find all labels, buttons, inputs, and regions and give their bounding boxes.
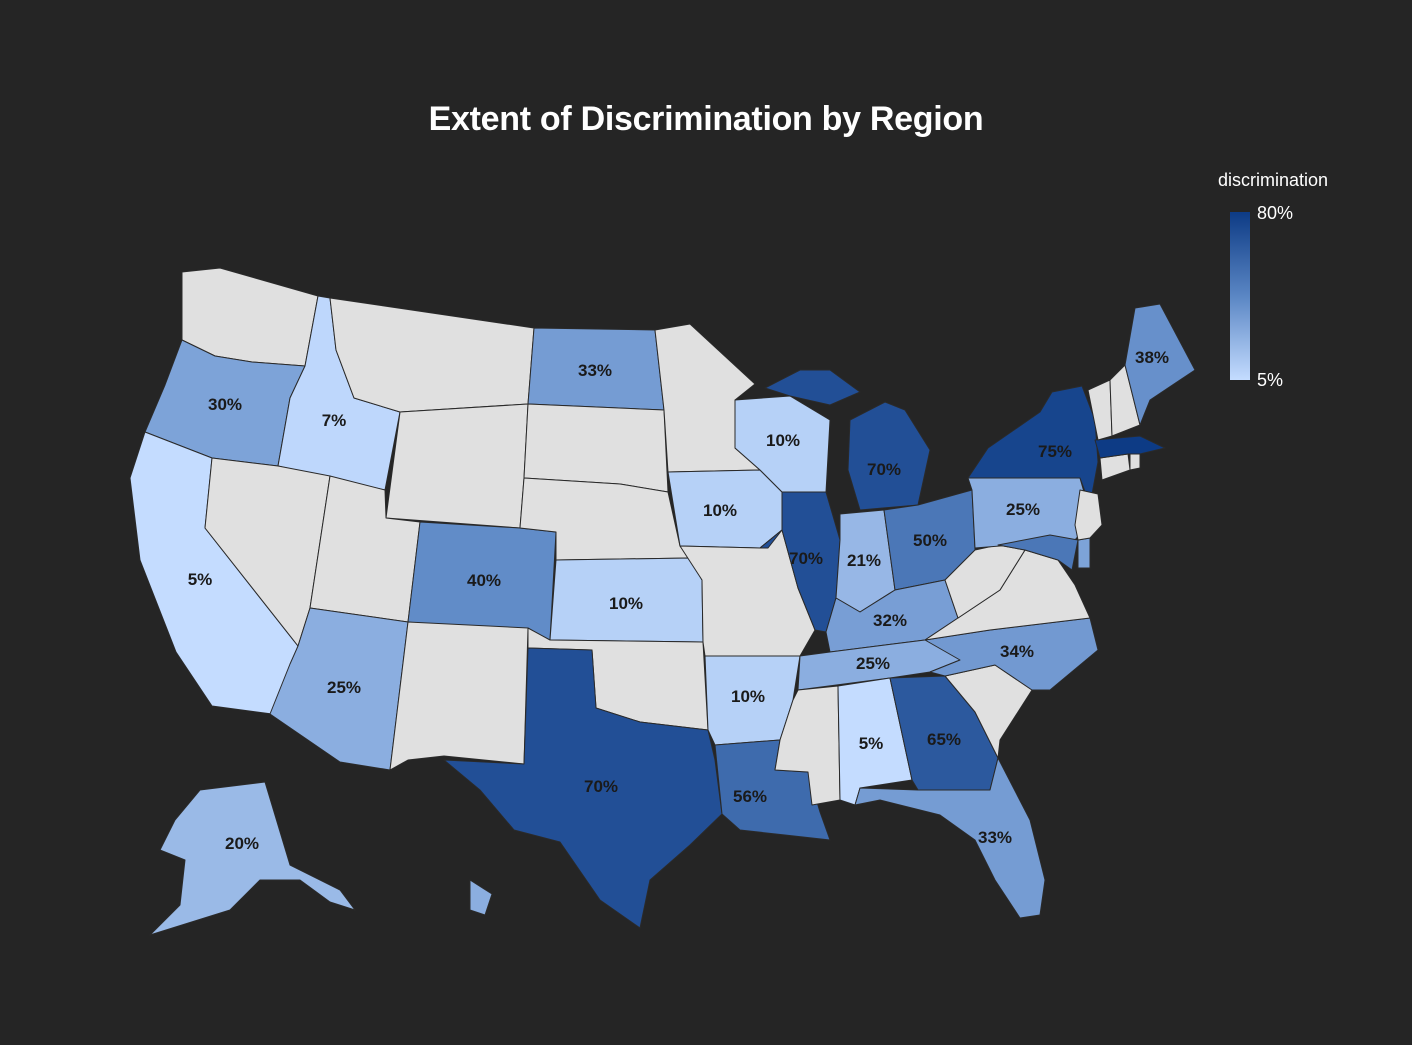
state-michigan <box>847 401 931 511</box>
state-new-mexico <box>389 621 529 771</box>
state-label-texas: 70% <box>584 777 618 796</box>
state-delaware <box>1077 537 1091 569</box>
chart-title: Extent of Discrimination by Region <box>428 100 984 138</box>
state-label-alaska: 20% <box>225 834 259 853</box>
state-label-michigan: 70% <box>867 460 901 479</box>
legend-color-bar <box>1230 212 1250 380</box>
state-label-indiana: 21% <box>847 551 881 570</box>
state-massachusetts <box>1094 435 1166 459</box>
state-rhode-island <box>1129 453 1141 471</box>
state-florida <box>854 757 1046 919</box>
state-label-kentucky: 32% <box>873 611 907 630</box>
state-label-new-york: 75% <box>1038 442 1072 461</box>
state-label-maine: 38% <box>1135 348 1169 367</box>
state-label-tennessee: 25% <box>856 654 890 673</box>
state-montana <box>329 297 535 413</box>
state-colorado <box>407 521 557 641</box>
state-label-arkansas: 10% <box>731 687 765 706</box>
legend-max-label: 80% <box>1257 203 1294 223</box>
state-new-jersey <box>1074 489 1103 541</box>
state-south-dakota <box>523 403 669 493</box>
state-michigan-up <box>764 369 861 406</box>
state-label-iowa: 10% <box>703 501 737 520</box>
state-label-north-carolina: 34% <box>1000 642 1034 661</box>
state-maryland <box>997 534 1079 571</box>
state-label-arizona: 25% <box>327 678 361 697</box>
legend-min-label: 5% <box>1257 370 1284 390</box>
state-label-california: 5% <box>188 570 213 589</box>
state-label-alabama: 5% <box>859 734 884 753</box>
state-label-north-dakota: 33% <box>578 361 612 380</box>
state-texas <box>443 647 723 929</box>
state-label-louisiana: 56% <box>733 787 767 806</box>
state-label-ohio: 50% <box>913 531 947 550</box>
state-connecticut <box>1099 453 1131 481</box>
state-alaska <box>149 781 356 936</box>
state-label-illinois: 70% <box>789 549 823 568</box>
state-illinois <box>759 491 841 633</box>
state-hawaii <box>469 879 493 916</box>
state-label-wisconsin: 10% <box>766 431 800 450</box>
legend-title: discrimination <box>1218 170 1329 190</box>
state-label-idaho: 7% <box>322 411 347 430</box>
state-label-kansas: 10% <box>609 594 643 613</box>
state-label-colorado: 40% <box>467 571 501 590</box>
state-label-florida: 33% <box>978 828 1012 847</box>
state-wyoming <box>385 403 529 529</box>
state-maine <box>1124 303 1196 426</box>
state-label-oregon: 30% <box>208 395 242 414</box>
state-label-pennsylvania: 25% <box>1006 500 1040 519</box>
state-label-georgia: 65% <box>927 730 961 749</box>
